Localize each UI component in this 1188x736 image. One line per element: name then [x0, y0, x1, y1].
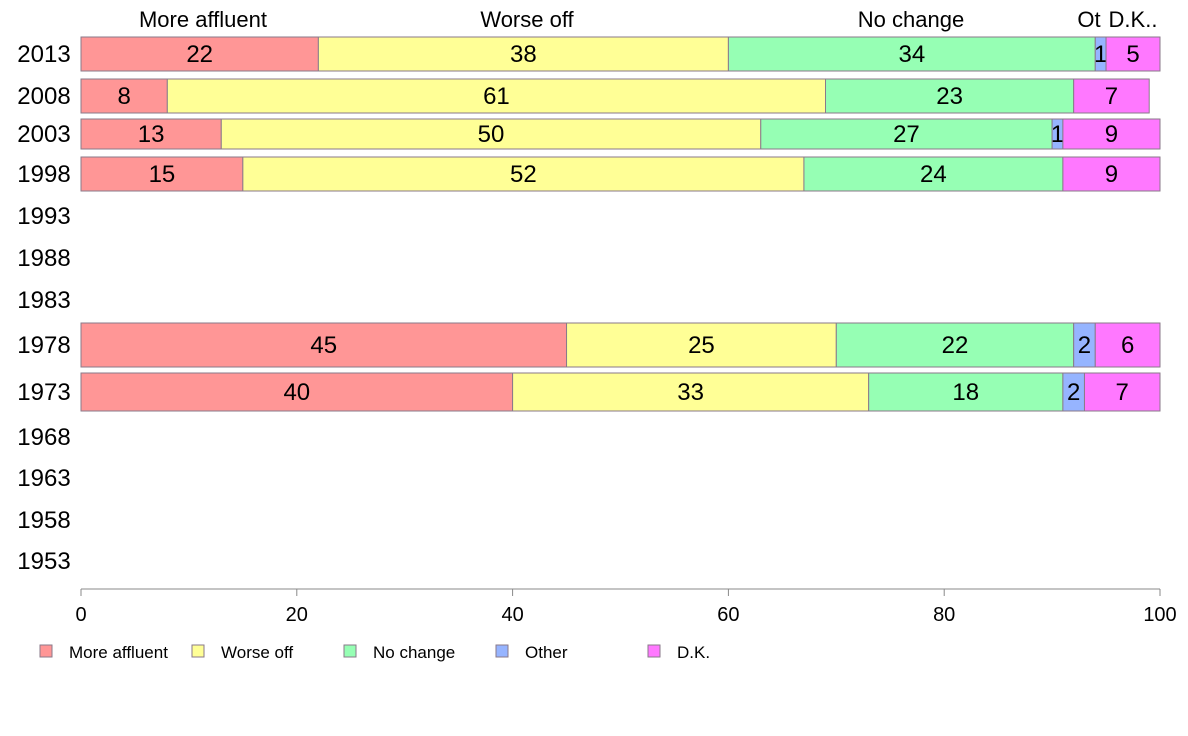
y-tick-label: 1983	[17, 287, 70, 314]
data-label: 24	[920, 161, 947, 188]
legend-swatch	[647, 644, 661, 658]
top-label: Worse off	[480, 7, 574, 32]
legend-label: Other	[525, 643, 568, 662]
data-label: 13	[138, 121, 165, 148]
top-label: No change	[858, 7, 964, 32]
legend-label: D.K.	[677, 643, 710, 662]
data-label: 15	[149, 161, 176, 188]
data-label: 9	[1105, 161, 1118, 188]
bar-segment	[317, 36, 729, 72]
y-tick-label: 1968	[17, 424, 70, 451]
top-label: Ot	[1077, 7, 1100, 32]
data-label: 22	[186, 41, 213, 68]
y-tick-label: 1958	[17, 507, 70, 534]
bar-segment	[1062, 118, 1161, 150]
x-tick-label: 20	[286, 604, 308, 626]
bar-segment	[835, 322, 1075, 368]
legend-swatch	[191, 644, 205, 658]
x-tick-label: 0	[75, 604, 86, 626]
y-axis: 2013 2008 2003 1998 1993 1988 1983 1978 1973 1968…	[17, 41, 70, 575]
y-tick-label: 2003	[17, 121, 70, 148]
bar-segment	[80, 118, 222, 150]
data-label: 52	[510, 161, 537, 188]
bar-segment	[80, 78, 168, 114]
bar-segment	[220, 118, 762, 150]
bar-segment	[512, 372, 870, 412]
x-axis: 0 20 40 60 80 100	[75, 588, 1177, 626]
y-tick-label: 1988	[17, 245, 70, 272]
bar-segment	[803, 156, 1064, 192]
x-tick-label: 40	[501, 604, 523, 626]
y-tick-label: 1978	[17, 332, 70, 359]
top-label: More affluent	[139, 7, 267, 32]
data-label: 5	[1126, 41, 1139, 68]
bar-segment	[80, 322, 568, 368]
data-label: 61	[483, 83, 510, 110]
data-label: 38	[510, 41, 537, 68]
y-tick-label: 1993	[17, 203, 70, 230]
bar-segment	[1062, 156, 1161, 192]
data-label: 34	[898, 41, 925, 68]
data-label: 45	[310, 332, 337, 359]
bar-segment	[1073, 78, 1150, 114]
top-label: D.K..	[1109, 7, 1158, 32]
bar-segment	[566, 322, 837, 368]
data-label: 2	[1067, 379, 1080, 406]
bar-segment	[760, 118, 1053, 150]
y-tick-label: 2013	[17, 41, 70, 68]
bar-segment	[80, 372, 514, 412]
top-labels: More affluent Worse off No change Ot D.K..	[139, 7, 1157, 32]
bar-segment	[825, 78, 1075, 114]
data-label: 50	[478, 121, 505, 148]
data-label: 7	[1116, 379, 1129, 406]
data-label: 1	[1094, 41, 1107, 68]
y-tick-label: 1998	[17, 161, 70, 188]
x-tick-label: 80	[933, 604, 955, 626]
bar-segment	[166, 78, 827, 114]
bar-segment	[242, 156, 805, 192]
data-label: 22	[942, 332, 969, 359]
data-label: 25	[688, 332, 715, 359]
legend: More affluent Worse off No change Other D.K.	[39, 643, 710, 662]
legend-swatch	[343, 644, 357, 658]
bar-segment	[1083, 372, 1161, 412]
data-label: 8	[117, 83, 130, 110]
data-label: 40	[283, 379, 310, 406]
data-label: 27	[893, 121, 920, 148]
y-tick-label: 1963	[17, 465, 70, 492]
legend-label: Worse off	[221, 643, 293, 662]
legend-label: No change	[373, 643, 455, 662]
x-tick-label: 60	[717, 604, 739, 626]
data-label: 7	[1105, 83, 1118, 110]
data-label: 6	[1121, 332, 1134, 359]
y-tick-label: 1953	[17, 548, 70, 575]
data-label: 9	[1105, 121, 1118, 148]
bar-segment	[80, 36, 319, 72]
data-label: 1	[1051, 121, 1064, 148]
y-tick-label: 1973	[17, 379, 70, 406]
y-tick-label: 2008	[17, 83, 70, 110]
x-tick-label: 100	[1143, 604, 1176, 626]
bar-segment	[1105, 36, 1161, 72]
data-label: 33	[677, 379, 704, 406]
data-label: 18	[952, 379, 979, 406]
bar-segment	[868, 372, 1064, 412]
bars: 22 38 34 1 58 61 23 713 50 27 1 915 52 24 945 25 22 2 640 3…	[80, 36, 1161, 412]
legend-swatch	[495, 644, 509, 658]
bar-segment	[727, 36, 1096, 72]
data-label: 2	[1078, 332, 1091, 359]
bar-segment	[80, 156, 244, 192]
bar-segment	[1094, 322, 1161, 368]
data-label: 23	[936, 83, 963, 110]
legend-label: More affluent	[69, 643, 168, 662]
legend-swatch	[39, 644, 53, 658]
